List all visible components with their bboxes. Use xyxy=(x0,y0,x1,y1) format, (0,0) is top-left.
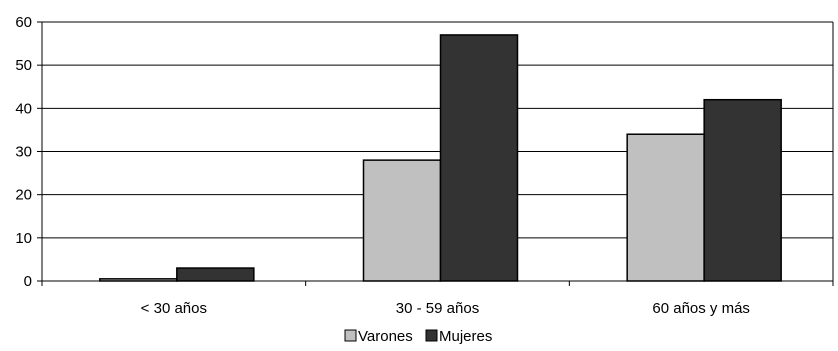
bar-varones-2 xyxy=(626,133,705,282)
y-tick-label: 40 xyxy=(15,100,32,117)
bars xyxy=(99,34,782,282)
x-axis: < 30 años 30 - 59 años 60 años y más xyxy=(41,280,834,317)
y-tick-label: 20 xyxy=(15,187,32,204)
y-tick-label: 30 xyxy=(15,144,32,161)
legend: Varones Mujeres xyxy=(344,328,492,345)
bar-varones-1 xyxy=(362,159,442,282)
bar-mujeres-2 xyxy=(703,98,782,282)
legend-swatch-mujeres xyxy=(425,329,438,342)
legend-label-mujeres: Mujeres xyxy=(439,328,492,345)
category-label: 30 - 59 años xyxy=(396,300,479,317)
y-tick-label: 50 xyxy=(15,57,32,74)
y-tick-label: 0 xyxy=(24,273,32,290)
y-tick-label: 60 xyxy=(15,14,32,31)
bar-mujeres-1 xyxy=(439,34,519,282)
legend-label-varones: Varones xyxy=(358,328,413,345)
category-label: 60 años y más xyxy=(652,300,750,317)
y-axis: 0 10 20 30 40 50 60 xyxy=(15,14,834,290)
bar-mujeres-0 xyxy=(176,267,255,282)
category-label: < 30 años xyxy=(141,300,207,317)
legend-swatch-varones xyxy=(344,329,357,342)
y-tick-label: 10 xyxy=(15,230,32,247)
